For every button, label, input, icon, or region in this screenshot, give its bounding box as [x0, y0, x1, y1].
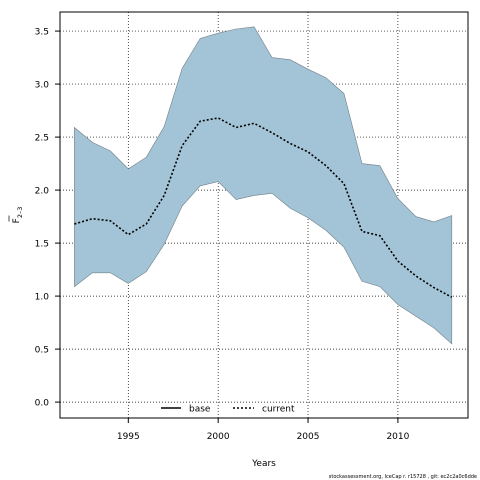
- y-tick-label: 1.0: [35, 293, 50, 303]
- y-tick-label: 1.5: [35, 240, 49, 250]
- y-tick-label: 3.0: [35, 81, 50, 91]
- legend-label-base: base: [189, 405, 211, 415]
- y-axis: 0.0 0.5 1.0 1.5 2.0 2.5 3.0 3.5: [35, 28, 60, 409]
- y-tick-label: 2.0: [35, 187, 50, 197]
- y-axis-label-main: F: [12, 218, 22, 223]
- x-tick-label: 1995: [117, 432, 140, 442]
- y-axis-label-sub: 2–3: [16, 207, 24, 219]
- x-tick-label: 2010: [386, 432, 409, 442]
- plot-frame: [59, 11, 469, 419]
- confidence-band: [74, 26, 453, 345]
- footer-note: stockassessment.org, IceCap r. r15728 , …: [329, 474, 477, 480]
- y-tick-label: 0.0: [35, 399, 50, 409]
- x-tick-label: 2000: [207, 432, 230, 442]
- x-tick-label: 2005: [297, 432, 320, 442]
- svg-text:F2–3: F2–3: [12, 207, 24, 224]
- x-axis-label: Years: [251, 459, 276, 469]
- y-tick-label: 3.5: [35, 28, 49, 38]
- legend: base current: [161, 405, 295, 415]
- y-axis-label: F2–3: [8, 207, 24, 224]
- legend-label-current: current: [262, 405, 295, 415]
- x-axis: 1995 2000 2005 2010: [117, 418, 410, 442]
- y-tick-label: 2.5: [35, 134, 49, 144]
- y-tick-label: 0.5: [35, 346, 49, 356]
- series-line-current: [74, 117, 453, 298]
